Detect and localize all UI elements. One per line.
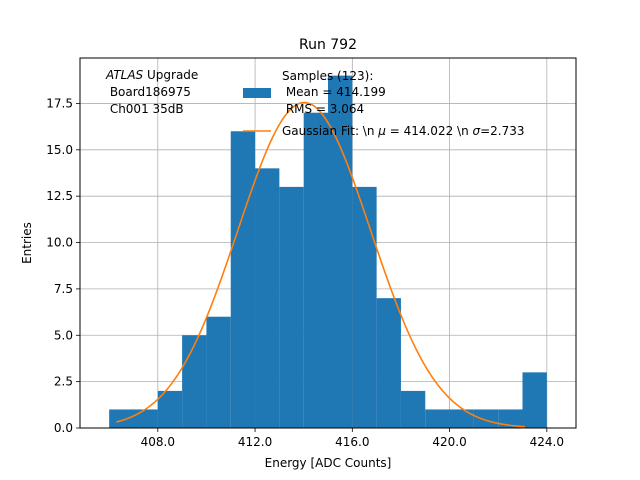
fit-label-prefix: Gaussian Fit: \n <box>282 124 378 138</box>
histogram-bar <box>473 409 499 428</box>
histogram-bar <box>498 409 523 428</box>
y-tick-label: 7.5 <box>54 282 73 296</box>
gaussian-fit-curve <box>116 101 525 428</box>
x-tick-label: 412.0 <box>238 435 272 449</box>
chart-title: Run 792 <box>299 37 357 53</box>
histogram-bar <box>449 409 474 428</box>
histogram-bar <box>255 168 280 428</box>
annotation-line-3: Ch001 35dB <box>106 102 184 116</box>
upgrade-label: Upgrade <box>143 68 198 82</box>
fit-sigma-symbol: σ <box>473 124 481 138</box>
y-tick-label: 0.0 <box>54 421 73 435</box>
y-tick-label: 17.5 <box>46 96 73 110</box>
histogram-bar <box>133 409 158 428</box>
histogram-bar <box>230 131 256 428</box>
histogram-bar <box>303 112 328 428</box>
x-tick-label: 416.0 <box>335 435 369 449</box>
fit-label-suffix: =2.733 <box>480 124 524 138</box>
histogram-bar <box>522 372 547 428</box>
x-tick-label: 408.0 <box>141 435 175 449</box>
y-tick-label: 15.0 <box>46 143 73 157</box>
histogram-bar <box>157 390 183 428</box>
histogram-bar <box>182 335 207 428</box>
fit-label-mid: = 414.022 \n <box>386 124 473 138</box>
atlas-label: ATLAS <box>105 68 144 82</box>
x-tick-label: 420.0 <box>432 435 466 449</box>
y-axis-label: Entries <box>20 222 34 264</box>
y-tick-label: 5.0 <box>54 328 73 342</box>
axis-ticks: 408.0 412.0 416.0 420.0 424.0 0.0 2.5 5.0 7.5 10.… <box>46 96 564 449</box>
histogram-bar <box>352 186 377 428</box>
y-tick-label: 12.5 <box>46 189 73 203</box>
x-axis-label: Energy [ADC Counts] <box>265 456 392 470</box>
annotation-line-1: ATLAS Upgrade <box>105 68 198 82</box>
legend-samples-line-1: Samples (123): <box>282 69 373 83</box>
annotation-line-2: Board186975 <box>106 85 191 99</box>
legend-samples-line-2: Mean = 414.199 <box>282 85 386 99</box>
histogram-bar <box>109 409 134 428</box>
histogram-bar <box>279 186 304 428</box>
histogram-bars <box>109 75 547 428</box>
plot-frame <box>79 57 577 429</box>
atlas-annotation: ATLAS Upgrade Board186975 Ch001 35dB <box>105 68 198 116</box>
fit-mu-symbol: μ <box>377 124 386 138</box>
histogram-bar <box>328 75 353 428</box>
histogram-bar <box>425 409 450 428</box>
y-tick-label: 10.0 <box>46 236 73 250</box>
histogram-bar <box>400 390 426 428</box>
legend-fit-label: Gaussian Fit: \n μ = 414.022 \n σ=2.733 <box>282 124 525 138</box>
legend: Samples (123): Mean = 414.199 RMS = 3.06… <box>243 69 525 138</box>
legend-samples-line-3: RMS = 3.064 <box>282 102 364 116</box>
histogram-bar <box>376 298 401 428</box>
legend-samples-swatch <box>243 88 271 98</box>
x-tick-label: 424.0 <box>530 435 564 449</box>
fit-line <box>116 101 525 428</box>
y-tick-label: 2.5 <box>54 375 73 389</box>
histogram-bar <box>206 316 231 428</box>
